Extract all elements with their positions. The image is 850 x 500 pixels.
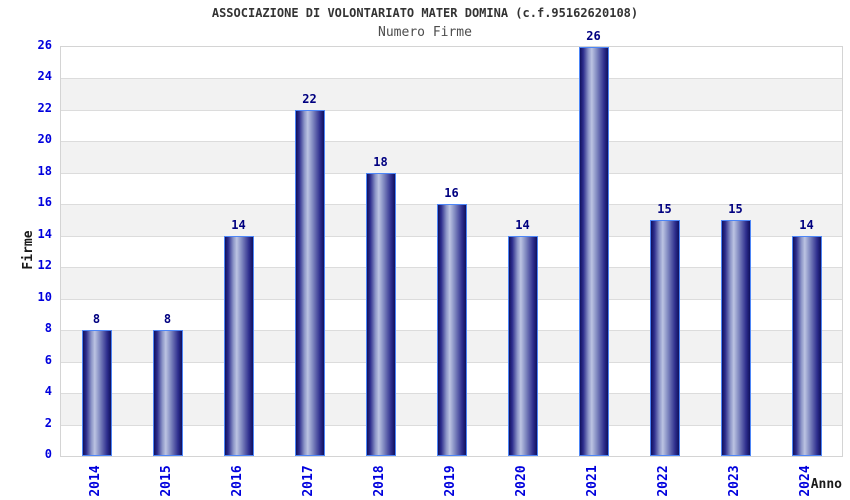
x-tick-label: 2017 xyxy=(300,465,316,497)
grid-band xyxy=(61,109,842,142)
y-tick-label: 16 xyxy=(37,195,52,210)
y-tick-label: 20 xyxy=(37,132,52,147)
y-tick-label: 22 xyxy=(37,100,52,115)
grid-band xyxy=(61,47,842,79)
y-tick-label: 14 xyxy=(37,226,52,241)
bar xyxy=(649,220,680,456)
grid-band xyxy=(61,141,842,173)
bar-value-label: 26 xyxy=(586,29,601,43)
y-tick-label: 4 xyxy=(44,384,52,399)
bar-value-label: 8 xyxy=(92,312,101,327)
x-tick-label: 2015 xyxy=(158,465,174,497)
bar xyxy=(720,220,751,456)
bar-value-label: 16 xyxy=(444,186,459,201)
bar-value-label: 15 xyxy=(728,202,743,217)
grid-band xyxy=(61,78,842,110)
bar xyxy=(791,235,822,456)
x-tick-label: 2020 xyxy=(513,465,529,497)
x-tick-label: 2019 xyxy=(442,465,458,497)
x-tick-label: 2021 xyxy=(584,465,600,497)
bar-value-label: 15 xyxy=(657,202,672,217)
grid-band xyxy=(61,172,842,205)
bar xyxy=(365,172,396,456)
y-tick-label: 2 xyxy=(44,415,52,430)
bar-value-label: 14 xyxy=(515,217,530,232)
bar xyxy=(507,235,538,456)
x-tick-label: 2016 xyxy=(229,465,245,497)
bar-value-label: 22 xyxy=(302,91,317,106)
y-tick-label: 8 xyxy=(44,321,52,336)
bar xyxy=(152,330,183,456)
x-tick-label: 2022 xyxy=(655,465,671,497)
y-tick-label: 18 xyxy=(37,163,52,178)
x-tick-label: 2023 xyxy=(726,465,742,497)
bar xyxy=(294,109,325,456)
bar-value-label: 14 xyxy=(799,217,814,232)
y-tick-label: 6 xyxy=(44,352,52,367)
x-tick-label: 2014 xyxy=(87,465,103,497)
x-axis-title: Anno xyxy=(810,477,842,492)
bar xyxy=(436,204,467,456)
y-tick-label: 10 xyxy=(37,289,52,304)
bar xyxy=(81,330,112,456)
y-tick-label: 24 xyxy=(37,69,52,84)
y-tick-label: 26 xyxy=(37,38,52,52)
y-tick-label: 0 xyxy=(44,447,52,461)
y-tick-label: 12 xyxy=(37,258,52,273)
bar-value-label: 18 xyxy=(373,154,388,169)
x-tick-label: 2018 xyxy=(371,465,387,497)
bar-value-label: 8 xyxy=(163,312,172,327)
chart-subtitle: Numero Firme xyxy=(378,25,472,40)
bar-value-label: 14 xyxy=(231,217,246,232)
chart-title: ASSOCIAZIONE DI VOLONTARIATO MATER DOMIN… xyxy=(211,6,639,20)
bar xyxy=(578,47,609,456)
plot-area: 8 8 14 22 18 16 14 26 15 15 14 xyxy=(60,29,843,457)
bar xyxy=(223,235,254,456)
